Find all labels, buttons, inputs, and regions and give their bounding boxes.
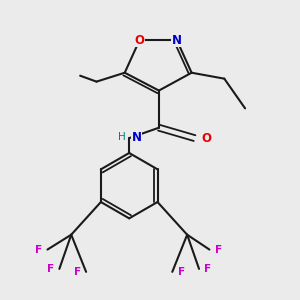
Text: F: F bbox=[215, 244, 222, 255]
Text: F: F bbox=[47, 264, 54, 274]
Text: N: N bbox=[132, 131, 142, 144]
Text: F: F bbox=[204, 264, 211, 274]
Text: F: F bbox=[35, 244, 42, 255]
Text: O: O bbox=[201, 132, 211, 145]
Text: N: N bbox=[172, 34, 182, 46]
Text: O: O bbox=[135, 34, 145, 46]
Text: F: F bbox=[74, 267, 81, 277]
Text: H: H bbox=[118, 132, 126, 142]
Text: F: F bbox=[178, 267, 185, 277]
